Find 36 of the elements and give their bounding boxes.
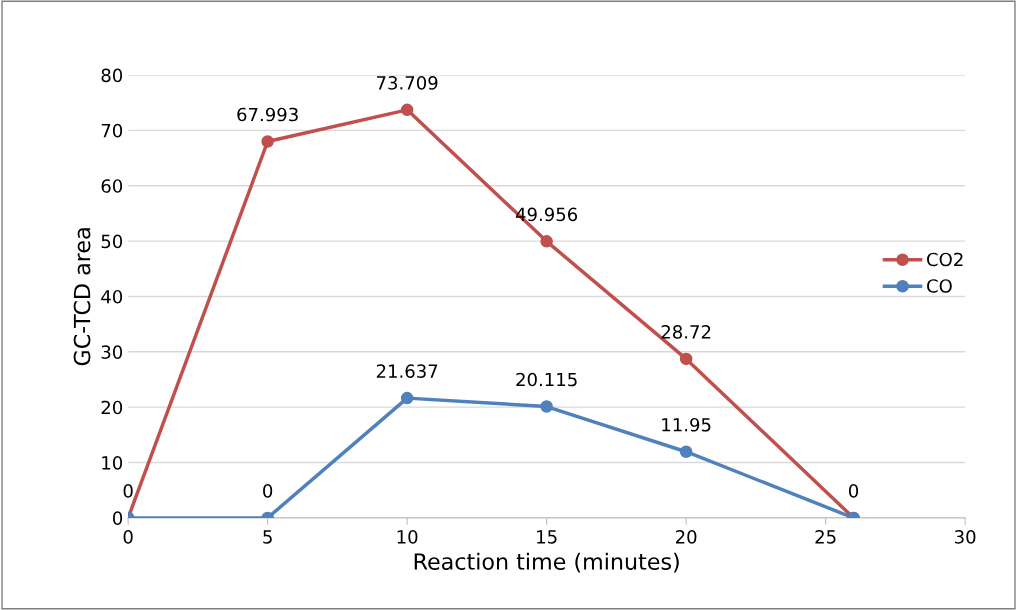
point bbox=[679, 352, 693, 366]
y-tick-label: 0 bbox=[112, 511, 123, 526]
x-tick-label: 25 bbox=[815, 530, 836, 544]
y-tick-label: 30 bbox=[101, 345, 123, 359]
point bbox=[400, 103, 414, 117]
data-label: 73.709 bbox=[377, 76, 438, 90]
data-label: 20.115 bbox=[516, 372, 577, 387]
point bbox=[400, 391, 414, 405]
point bbox=[540, 400, 553, 413]
y-tick-label: 20 bbox=[101, 400, 123, 415]
x-tick-label: 10 bbox=[397, 530, 418, 544]
y-tick-label: 70 bbox=[101, 123, 123, 138]
y-tick-label: 60 bbox=[101, 179, 123, 193]
x-tick-label: 5 bbox=[263, 530, 272, 544]
legend-label: CO2 bbox=[927, 252, 963, 267]
data-label: 0 bbox=[848, 484, 859, 498]
data-label: 28.72 bbox=[661, 325, 711, 339]
data-label: 21.637 bbox=[376, 364, 438, 378]
y-tick-label: 80 bbox=[101, 68, 123, 83]
x-tick-label: 0 bbox=[123, 530, 133, 544]
point bbox=[540, 235, 553, 248]
y-tick-label: 50 bbox=[101, 234, 123, 249]
point bbox=[261, 135, 274, 148]
data-label: 0 bbox=[123, 484, 133, 498]
data-label: 11.95 bbox=[662, 417, 711, 432]
data-label: 67.993 bbox=[237, 107, 298, 122]
y-tick-label: 40 bbox=[101, 289, 123, 304]
x-tick-label: 20 bbox=[675, 530, 697, 544]
x-tick-label: 30 bbox=[955, 530, 976, 544]
x-axis-title: Reaction time (minutes) bbox=[414, 552, 679, 573]
y-tick-label: 10 bbox=[102, 455, 123, 470]
data-label: 0 bbox=[263, 484, 273, 498]
legend-label: CO bbox=[927, 279, 952, 293]
y-axis-title: GC-TCD area bbox=[73, 228, 91, 366]
point bbox=[679, 445, 693, 458]
x-tick-label: 15 bbox=[537, 530, 557, 544]
